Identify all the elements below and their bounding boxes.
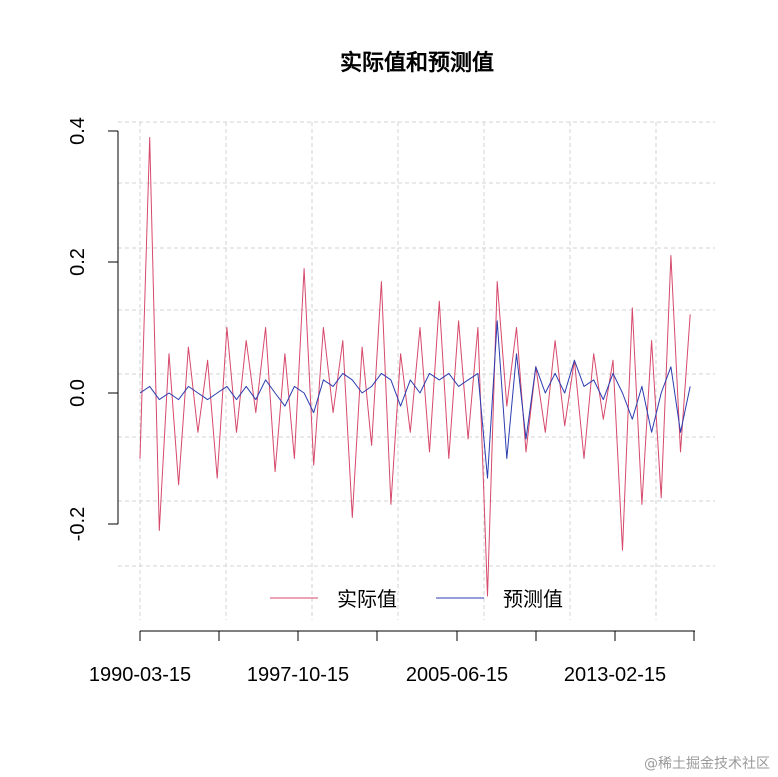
grid [118, 121, 715, 620]
legend-label-actual: 实际值 [337, 587, 397, 611]
x-axis: 1990-03-15 1997-10-15 2005-06-15 2013-02-15 [89, 630, 695, 686]
series-layer [139, 137, 691, 597]
watermark: @稀土掘金技术社区 [644, 756, 770, 772]
legend-label-predicted: 预测值 [503, 587, 563, 611]
y-tick-label: 0.2 [67, 248, 89, 276]
x-tick-label: 2005-06-15 [406, 664, 508, 686]
series-line-predicted [139, 320, 691, 479]
chart-title: 实际值和预测值 [340, 50, 494, 76]
x-tick-label: 2013-02-15 [564, 664, 666, 686]
legend: 实际值 预测值 [270, 587, 563, 611]
series-line-actual [139, 137, 691, 597]
x-tick-label: 1990-03-15 [89, 664, 191, 686]
y-tick-label: 0.0 [67, 379, 89, 407]
y-axis: -0.2 0.0 0.2 0.4 [67, 117, 119, 541]
y-tick-label: 0.4 [67, 117, 89, 145]
x-tick-label: 1997-10-15 [247, 664, 349, 686]
y-tick-label: -0.2 [67, 507, 89, 541]
